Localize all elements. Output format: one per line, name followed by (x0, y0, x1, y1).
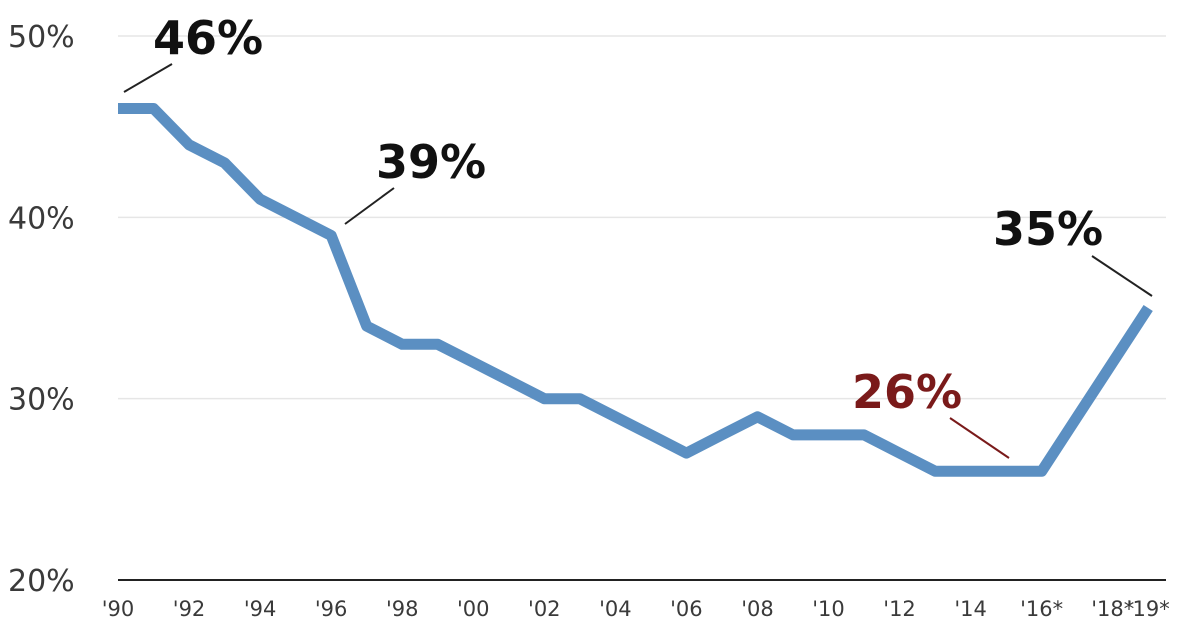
callout-annotations: 46% 39% 26% 35% (123, 11, 1153, 459)
y-tick-label: 20% (8, 564, 75, 599)
x-tick-label: '06 (670, 597, 703, 621)
x-tick-label: '19* (1127, 597, 1170, 621)
x-tick-label: '00 (457, 597, 490, 621)
callout-label: 46% (153, 11, 263, 65)
callout-label: 39% (376, 135, 486, 189)
x-tick-labels: '90 '92 '94 '96 '98 '00 '02 '04 '06 '08 '10 '12 '14 '… (102, 597, 1170, 621)
x-tick-label: '08 (741, 597, 774, 621)
x-tick-label: '94 (244, 597, 277, 621)
x-tick-label: '92 (173, 597, 206, 621)
callout-label: 35% (993, 202, 1103, 256)
x-tick-label: '16* (1020, 597, 1063, 621)
x-tick-label: '18* (1091, 597, 1134, 621)
callout-label: 26% (852, 365, 962, 419)
x-tick-label: '12 (883, 597, 916, 621)
x-tick-label: '02 (528, 597, 561, 621)
callout-leader-line (949, 417, 1010, 459)
x-tick-label: '98 (386, 597, 419, 621)
x-tick-label: '14 (954, 597, 987, 621)
callout-leader-line (1091, 255, 1153, 297)
x-tick-label: '04 (599, 597, 632, 621)
x-tick-label: '96 (315, 597, 348, 621)
series-lines (117, 103, 1153, 477)
y-tick-label: 30% (8, 383, 75, 418)
x-tick-label: '10 (812, 597, 845, 621)
y-tick-labels: 50% 40% 30% 20% (8, 20, 75, 599)
x-tick-label: '90 (102, 597, 135, 621)
series-line (118, 103, 1153, 477)
callout-leader-line (344, 187, 395, 225)
callout-leader-line (123, 63, 173, 93)
y-tick-label: 50% (8, 20, 75, 55)
y-tick-label: 40% (8, 201, 75, 236)
